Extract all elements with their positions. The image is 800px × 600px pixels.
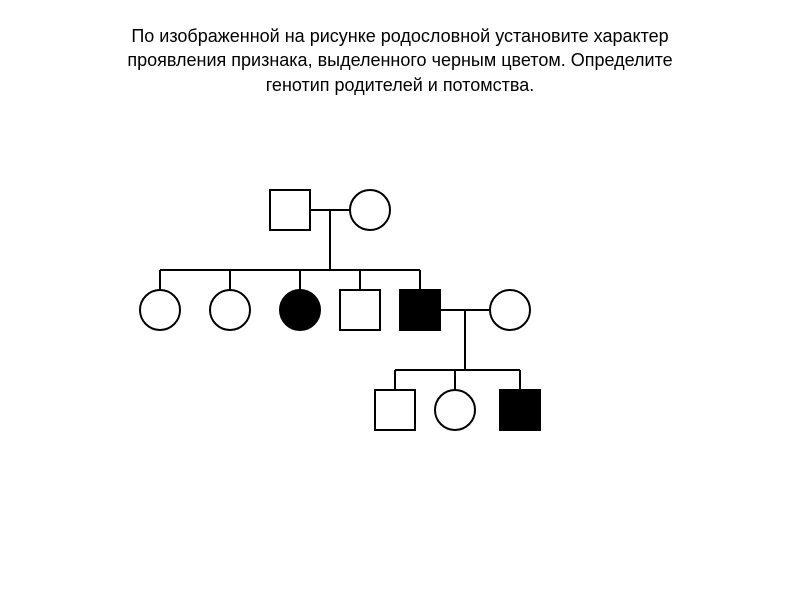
individual-I-2 xyxy=(350,190,390,230)
individual-II-5 xyxy=(400,290,440,330)
title-line-3: генотип родителей и потомства. xyxy=(266,75,534,95)
title-line-2: проявления признака, выделенного черным … xyxy=(127,50,672,70)
pedigree-diagram xyxy=(0,180,800,560)
title-line-1: По изображенной на рисунке родословной у… xyxy=(131,26,668,46)
individual-II-4 xyxy=(340,290,380,330)
individual-II-6 xyxy=(490,290,530,330)
individual-III-3 xyxy=(500,390,540,430)
individual-I-1 xyxy=(270,190,310,230)
pedigree-svg xyxy=(0,180,800,560)
individual-II-3 xyxy=(280,290,320,330)
task-title: По изображенной на рисунке родословной у… xyxy=(60,24,740,97)
individual-II-1 xyxy=(140,290,180,330)
individual-III-2 xyxy=(435,390,475,430)
individual-III-1 xyxy=(375,390,415,430)
individual-II-2 xyxy=(210,290,250,330)
